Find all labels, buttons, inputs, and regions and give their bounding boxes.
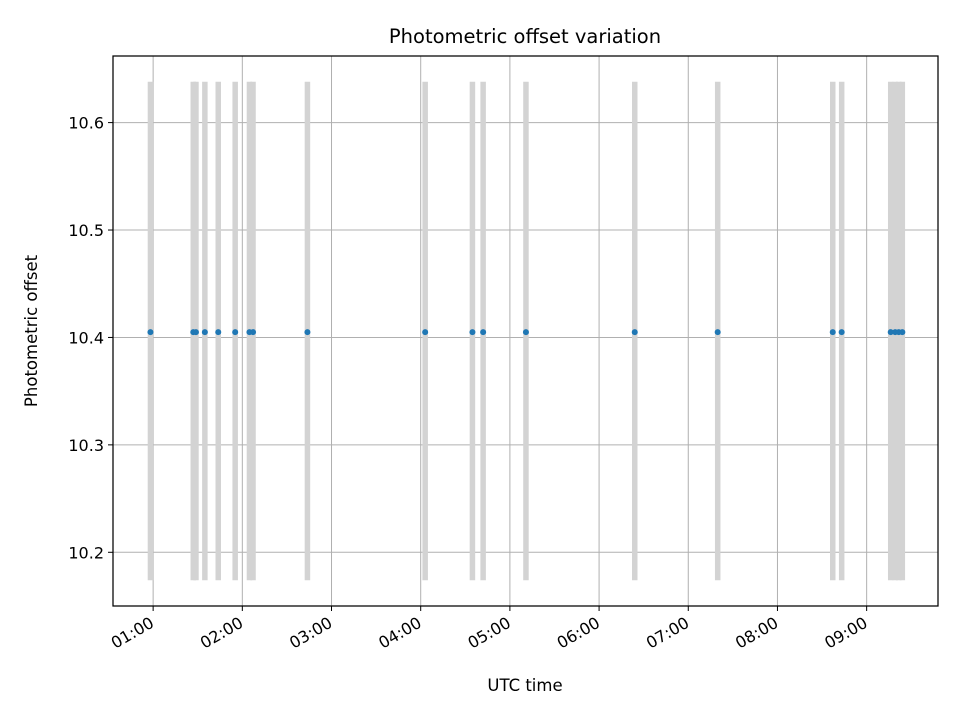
y-tick-label: 10.5	[68, 221, 104, 240]
data-point	[215, 329, 222, 336]
x-axis-label: UTC time	[487, 676, 562, 695]
data-point	[829, 329, 836, 336]
data-point	[899, 329, 906, 336]
data-point	[422, 329, 429, 336]
y-tick-label: 10.3	[68, 436, 104, 455]
y-axis-label: Photometric offset	[22, 254, 41, 407]
data-point	[201, 329, 208, 336]
data-point	[838, 329, 845, 336]
data-point	[522, 329, 529, 336]
data-point	[147, 329, 154, 336]
data-point	[714, 329, 721, 336]
data-point	[304, 329, 311, 336]
data-point	[250, 329, 257, 336]
data-point	[192, 329, 199, 336]
plot-frame	[112, 55, 939, 607]
y-tick-label: 10.2	[68, 543, 104, 562]
y-tick-label: 10.4	[68, 328, 104, 347]
data-points	[147, 329, 906, 336]
chart-title: Photometric offset variation	[389, 25, 661, 48]
y-axis: 10.2 10.3 10.4 10.5 10.6	[68, 114, 113, 562]
data-point	[232, 329, 239, 336]
y-tick-label: 10.6	[68, 114, 104, 133]
data-point	[887, 329, 894, 336]
data-point	[469, 329, 476, 336]
data-point	[631, 329, 638, 336]
data-point	[480, 329, 487, 336]
